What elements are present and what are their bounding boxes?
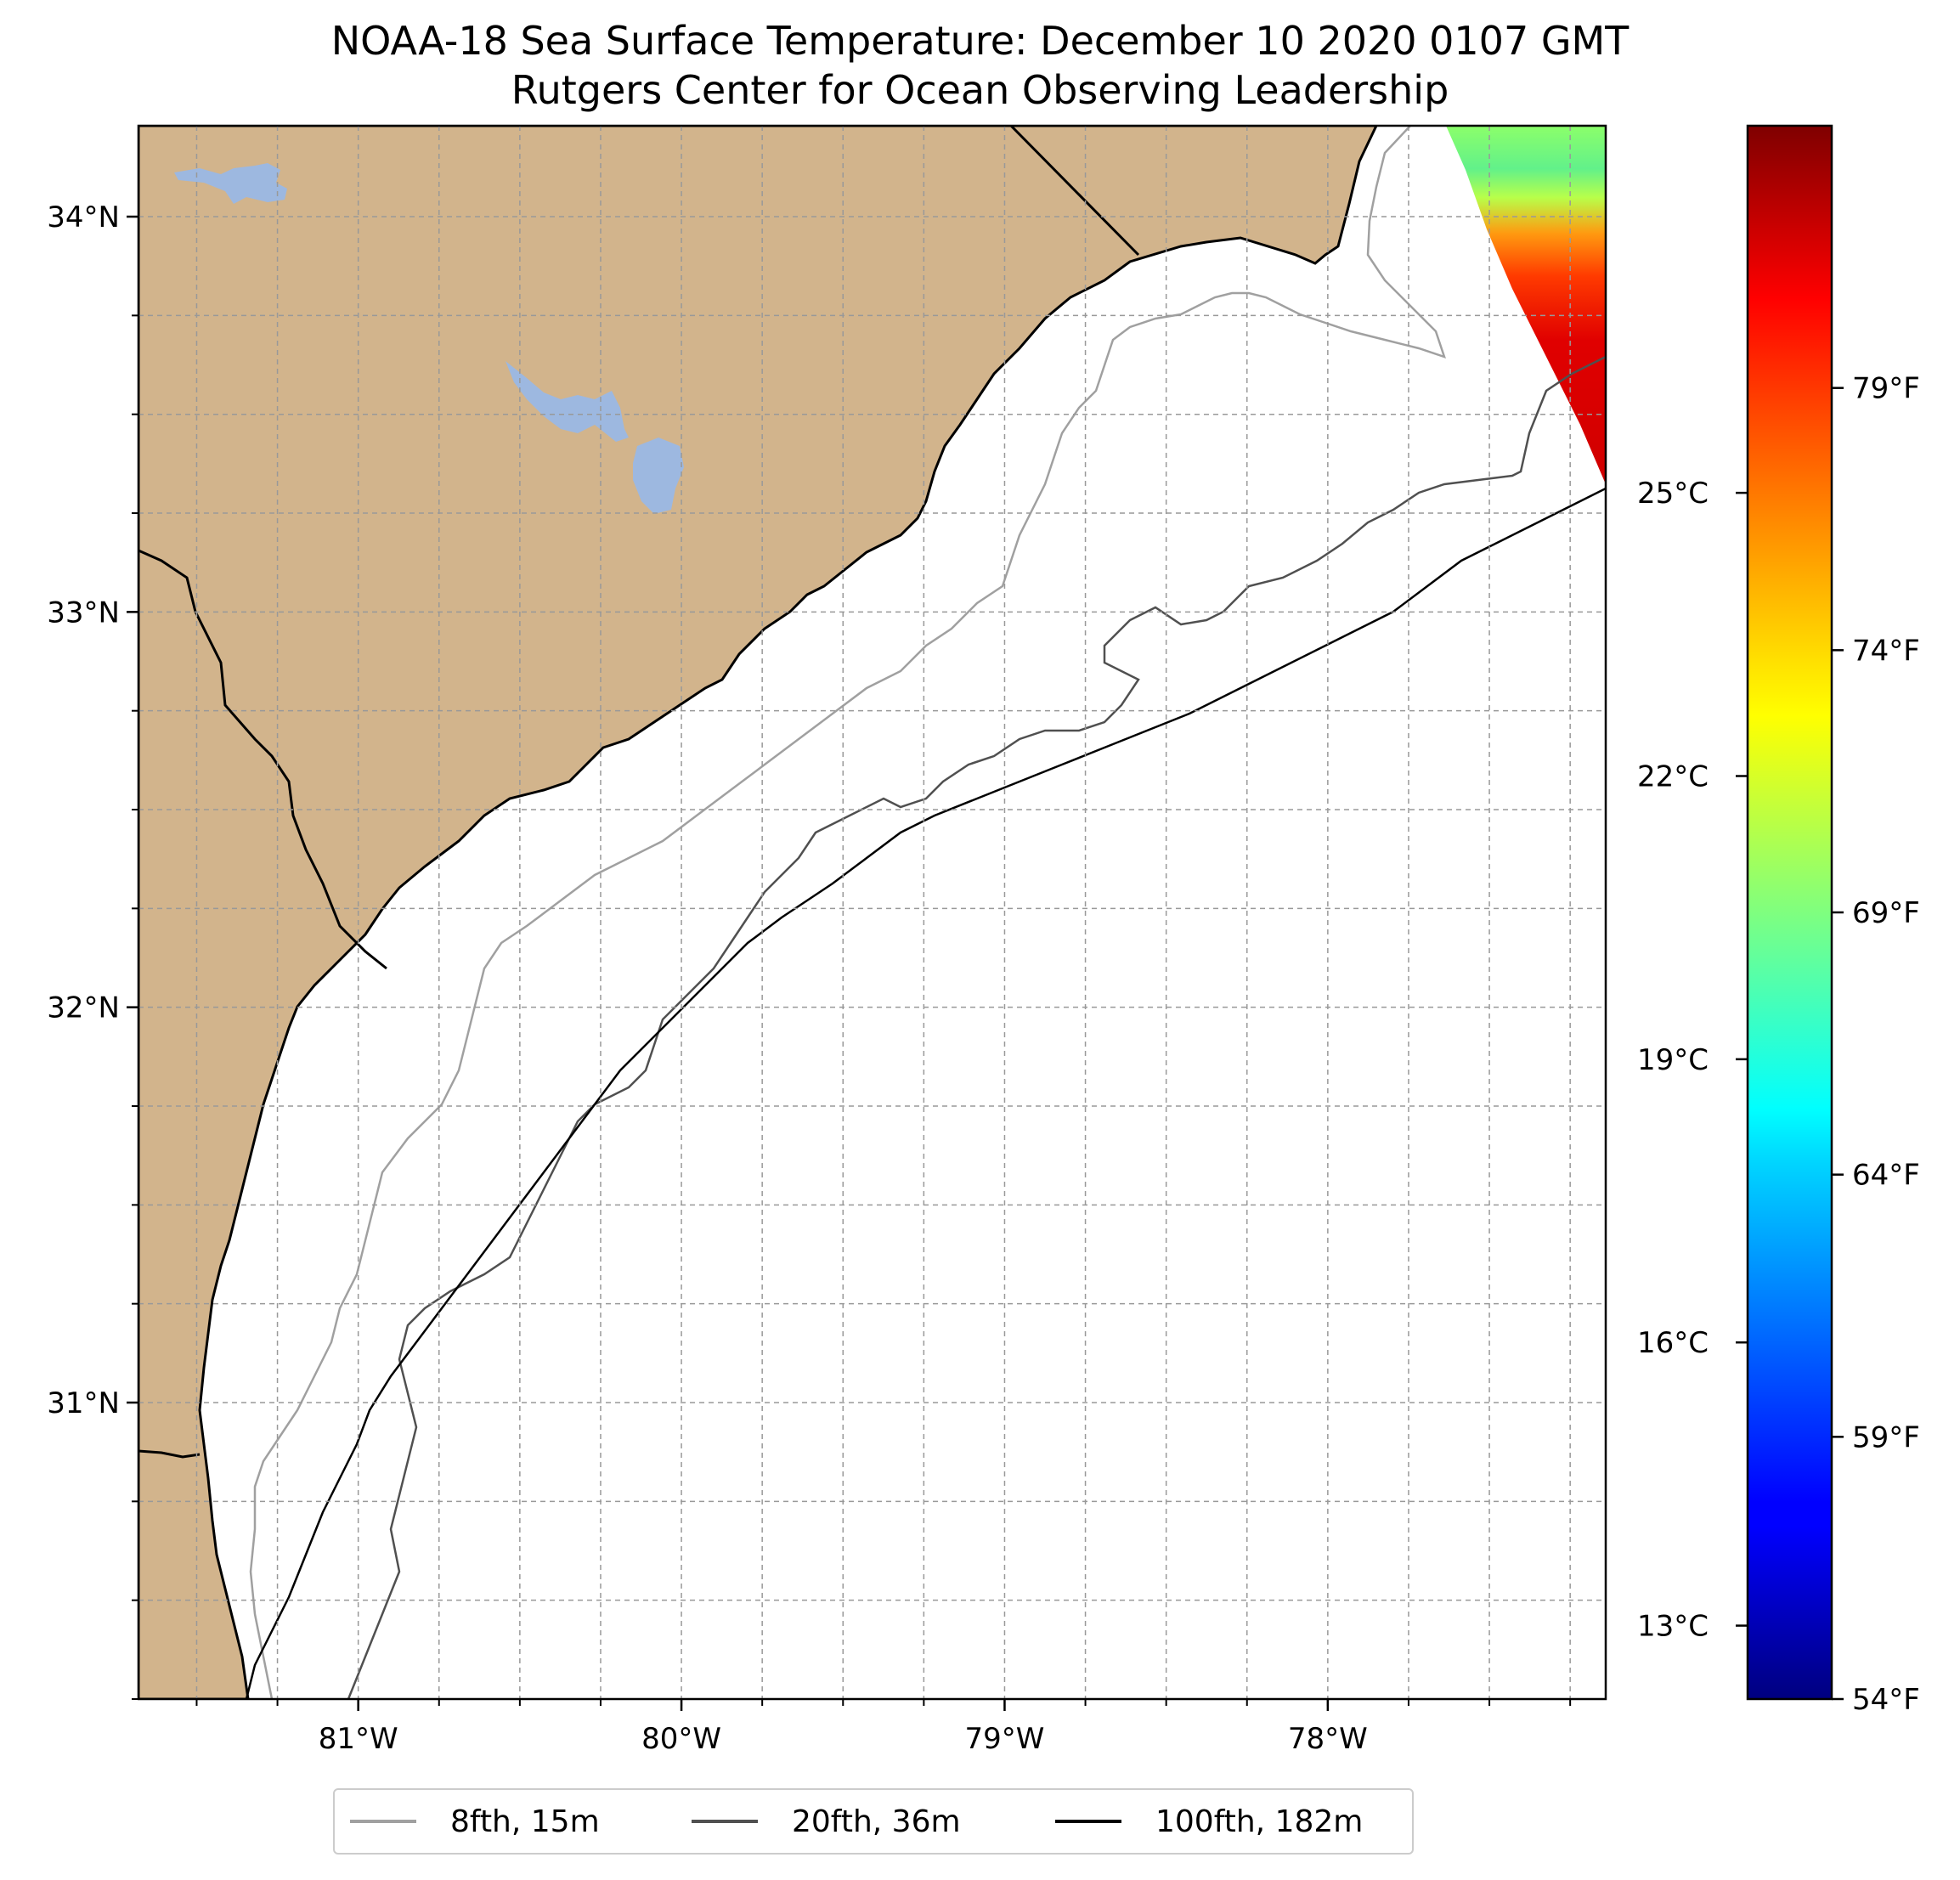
cb-fahrenheit-label: 59°F [1852,1420,1920,1454]
isobath-8fth [249,126,1446,1699]
lake-north [174,163,287,204]
legend-label-100fth: 100fth, 182m [1155,1804,1364,1839]
colorbar-gradient [1746,124,1833,1701]
longitude-axis: 81°W 80°W 79°W 78°W [195,1699,1572,1756]
cb-fahrenheit-label: 74°F [1852,634,1920,668]
lon-tick-label: 80°W [641,1722,721,1756]
lake-moultrie [633,438,684,514]
cb-fahrenheit-label: 79°F [1852,372,1920,406]
map-title: NOAA-18 Sea Surface Temperature: Decembe… [330,18,1630,64]
map-panel: 81°W 80°W 79°W 78°W 31°N 32°N 33°N 34°N [47,124,1607,1756]
legend-label-8fth: 8fth, 15m [450,1804,600,1839]
cb-celsius-label: 16°C [1637,1326,1709,1360]
state-border-west [138,549,387,970]
colorbar-celsius-axis: 13°C 16°C 19°C 22°C 25°C [1637,477,1748,1644]
state-border-south [138,1449,201,1459]
colorbar: 13°C 16°C 19°C 22°C 25°C 54°F 59°F 64°F 69°F 74°… [1637,124,1920,1717]
state-border [1009,126,1140,257]
cb-celsius-label: 13°C [1637,1610,1709,1644]
cb-fahrenheit-label: 54°F [1852,1683,1920,1717]
isobath-100fth [245,487,1606,1699]
map-subtitle: Rutgers Center for Ocean Observing Leade… [511,67,1449,113]
lat-tick-label: 34°N [47,200,120,234]
legend-swatch-20fth [692,1820,758,1823]
cb-fahrenheit-label: 69°F [1852,896,1920,930]
cb-celsius-label: 19°C [1637,1043,1709,1077]
lat-tick-label: 32°N [47,991,120,1025]
legend-swatch-100fth [1055,1820,1121,1823]
sst-swath [1446,126,1606,484]
lat-tick-label: 33°N [47,596,120,629]
map-frame [137,124,1607,1701]
cb-celsius-label: 22°C [1637,759,1709,793]
land-area [138,126,1378,1699]
lon-tick-label: 81°W [319,1722,398,1756]
lake-marion [506,361,629,442]
isobath-legend: 8fth, 15m 20fth, 36m 100fth, 182m [333,1788,1414,1855]
lon-tick-label: 79°W [965,1722,1045,1756]
lon-tick-label: 78°W [1288,1722,1368,1756]
legend-item-20fth: 20fth, 36m [692,1790,961,1853]
cb-fahrenheit-label: 64°F [1852,1159,1920,1193]
colorbar-fahrenheit-axis: 54°F 59°F 64°F 69°F 74°F 79°F [1832,372,1920,1717]
isobath-20fth [347,355,1606,1699]
legend-item-100fth: 100fth, 182m [1055,1790,1363,1853]
lat-tick-label: 31°N [47,1386,120,1420]
cb-celsius-label: 25°C [1637,477,1709,511]
latitude-axis: 31°N 32°N 33°N 34°N [47,200,138,1700]
legend-swatch-8fth [350,1820,416,1823]
legend-item-8fth: 8fth, 15m [350,1790,600,1853]
legend-label-20fth: 20fth, 36m [792,1804,961,1839]
gridlines [138,126,1606,1699]
